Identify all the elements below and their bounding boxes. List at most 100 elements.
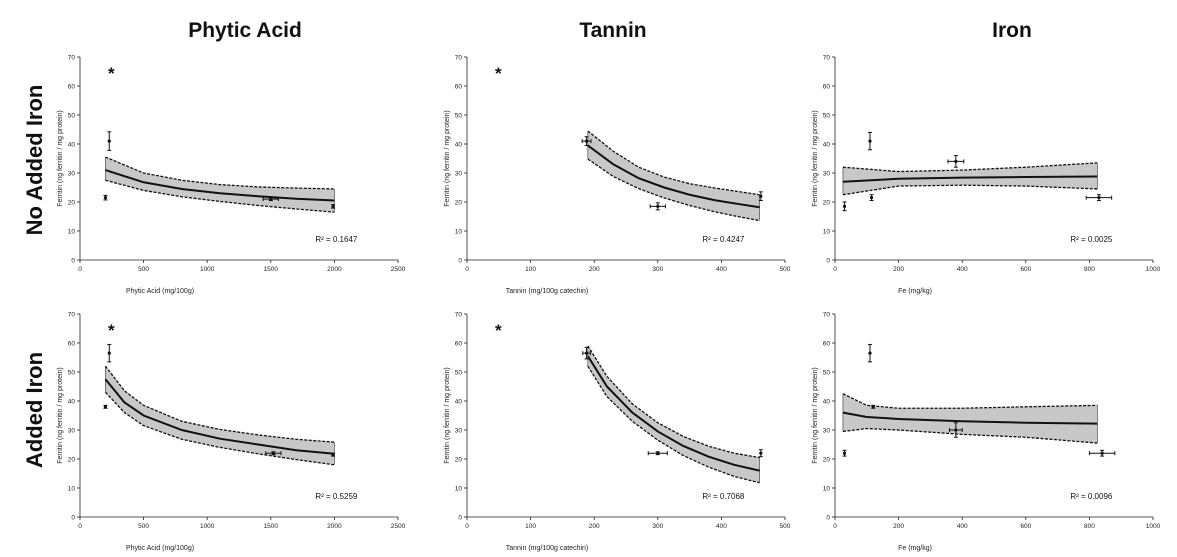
chart-4-confidence-band bbox=[587, 345, 760, 483]
chart-5-x-tick-label: 600 bbox=[1020, 523, 1031, 530]
chart-0-x-tick-label: 2500 bbox=[391, 266, 406, 273]
chart-2-y-tick-label: 40 bbox=[823, 141, 831, 148]
chart-5-fit-line bbox=[842, 411, 1098, 425]
chart-0-y-tick-label: 10 bbox=[68, 228, 76, 235]
chart-panel-4: 0 100 200 300 400 500 0 10 20 30 40 50 60 70 Tannin (m… bbox=[444, 311, 791, 552]
chart-5-y-tick-label: 40 bbox=[823, 398, 831, 405]
chart-0-data-point bbox=[331, 204, 335, 208]
chart-4-y-tick-label: 0 bbox=[458, 514, 462, 521]
chart-3-band-lower bbox=[104, 391, 335, 466]
chart-0-x-axis-label: Phytic Acid (mg/100g) bbox=[126, 288, 194, 295]
chart-1-y-tick-label: 70 bbox=[455, 54, 463, 61]
chart-3-y-tick-label: 40 bbox=[68, 398, 76, 405]
chart-3-x-tick-label: 1500 bbox=[264, 523, 279, 530]
chart-3-x-tick-label: 2000 bbox=[327, 523, 342, 530]
chart-4-x-tick-label: 300 bbox=[652, 523, 663, 530]
chart-5-band-upper bbox=[842, 393, 1098, 409]
chart-4-band-lower bbox=[587, 365, 760, 484]
chart-4-y-tick-label: 30 bbox=[455, 427, 463, 434]
chart-0-x-tick-label: 1000 bbox=[200, 266, 215, 273]
chart-1-x-tick-label: 200 bbox=[589, 266, 600, 273]
chart-3-data-point bbox=[271, 451, 275, 455]
chart-1-band-upper bbox=[587, 130, 760, 196]
chart-5-data-point bbox=[871, 405, 875, 409]
chart-1-r-squared: R² = 0.4247 bbox=[702, 235, 745, 244]
chart-1-y-tick-label: 30 bbox=[455, 170, 463, 177]
chart-2-data-point bbox=[869, 196, 874, 200]
chart-4-data-point bbox=[656, 451, 660, 455]
chart-panel-0: 0 500 1000 1500 2000 2500 0 10 20 30 40 50 60 70 Phyti… bbox=[57, 54, 406, 295]
chart-2-y-tick-label: 0 bbox=[826, 257, 830, 264]
chart-3-data-point bbox=[107, 351, 111, 355]
chart-0-y-tick-label: 50 bbox=[68, 112, 76, 119]
chart-0-data-point bbox=[107, 139, 111, 143]
chart-1-x-tick-label: 400 bbox=[716, 266, 727, 273]
chart-1-y-tick-label: 50 bbox=[455, 112, 463, 119]
chart-1-y-tick-label: 20 bbox=[455, 199, 463, 206]
chart-2-y-tick-label: 30 bbox=[823, 170, 831, 177]
chart-2-x-tick-label: 1000 bbox=[1146, 266, 1161, 273]
chart-3-y-tick-label: 10 bbox=[68, 485, 76, 492]
chart-5-y-tick-label: 30 bbox=[823, 427, 831, 434]
chart-4-data-point bbox=[759, 451, 763, 455]
column-title-tannin: Tannin bbox=[579, 19, 646, 42]
chart-1-data-point bbox=[759, 194, 763, 198]
chart-2-y-tick-label: 70 bbox=[823, 54, 831, 61]
chart-4-x-tick-label: 400 bbox=[716, 523, 727, 530]
chart-5-x-tick-label: 0 bbox=[833, 523, 837, 530]
chart-4-y-tick-label: 20 bbox=[455, 456, 463, 463]
chart-2-band-lower bbox=[842, 184, 1098, 196]
chart-3-x-tick-label: 2500 bbox=[391, 523, 406, 530]
chart-0-y-tick-label: 60 bbox=[68, 83, 76, 90]
chart-panel-5: 0 200 400 600 800 1000 0 10 20 30 40 50 60 70 Fe (mg/k… bbox=[812, 311, 1161, 552]
chart-1-y-tick-label: 40 bbox=[455, 141, 463, 148]
chart-4-y-tick-label: 40 bbox=[455, 398, 463, 405]
chart-4-x-tick-label: 200 bbox=[589, 523, 600, 530]
chart-0-data-point bbox=[269, 197, 273, 201]
chart-0-y-tick-label: 0 bbox=[71, 257, 75, 264]
chart-1-data-point bbox=[584, 139, 589, 143]
chart-3-x-tick-label: 1000 bbox=[200, 523, 215, 530]
chart-5-data-point bbox=[1100, 451, 1104, 455]
chart-4-r-squared: R² = 0.7068 bbox=[702, 492, 745, 501]
chart-5-y-tick-label: 70 bbox=[823, 311, 831, 318]
chart-2-x-axis-label: Fe (mg/kg) bbox=[898, 288, 932, 295]
chart-panel-2: 0 200 400 600 800 1000 0 10 20 30 40 50 60 70 Fe (mg/k… bbox=[812, 54, 1161, 295]
chart-0-y-tick-label: 40 bbox=[68, 141, 76, 148]
chart-1-y-tick-label: 0 bbox=[458, 257, 462, 264]
row-title-no-added-iron: No Added Iron bbox=[22, 85, 47, 236]
chart-1-x-tick-label: 500 bbox=[780, 266, 791, 273]
chart-4-data-point bbox=[584, 351, 589, 355]
chart-0-y-tick-label: 30 bbox=[68, 170, 76, 177]
chart-3-data-point bbox=[103, 405, 108, 409]
chart-0-y-axis-label: Ferritin (ng ferritin / mg protein) bbox=[57, 110, 64, 206]
chart-3-y-tick-label: 20 bbox=[68, 456, 76, 463]
chart-0-fit-line bbox=[105, 169, 335, 202]
chart-0-y-tick-label: 20 bbox=[68, 199, 76, 206]
chart-4-x-tick-label: 500 bbox=[780, 523, 791, 530]
chart-0-band-upper bbox=[105, 156, 335, 190]
chart-2-y-axis-label: Ferritin (ng ferritin / mg protein) bbox=[812, 110, 819, 206]
chart-3-x-tick-label: 500 bbox=[138, 523, 149, 530]
chart-3-x-axis-label: Phytic Acid (mg/100g) bbox=[126, 545, 194, 552]
row-title-added-iron: Added Iron bbox=[22, 352, 47, 468]
chart-4-significance-star: * bbox=[495, 321, 502, 340]
chart-2-x-tick-label: 800 bbox=[1084, 266, 1095, 273]
chart-2-confidence-band bbox=[842, 162, 1098, 195]
chart-3-y-tick-label: 30 bbox=[68, 427, 76, 434]
chart-3-fit-line bbox=[104, 378, 335, 455]
chart-3-r-squared: R² = 0.5259 bbox=[315, 492, 358, 501]
chart-4-y-tick-label: 60 bbox=[455, 340, 463, 347]
chart-2-y-tick-label: 10 bbox=[823, 228, 831, 235]
chart-1-x-tick-label: 100 bbox=[525, 266, 536, 273]
chart-5-data-point bbox=[842, 451, 847, 455]
chart-3-y-tick-label: 60 bbox=[68, 340, 76, 347]
chart-5-x-tick-label: 1000 bbox=[1146, 523, 1161, 530]
chart-3-y-tick-label: 70 bbox=[68, 311, 76, 318]
chart-3-y-tick-label: 0 bbox=[71, 514, 75, 521]
chart-1-x-tick-label: 0 bbox=[465, 266, 469, 273]
column-title-phytic-acid: Phytic Acid bbox=[188, 19, 302, 42]
chart-4-y-tick-label: 70 bbox=[455, 311, 463, 318]
chart-2-data-point bbox=[1097, 196, 1101, 200]
